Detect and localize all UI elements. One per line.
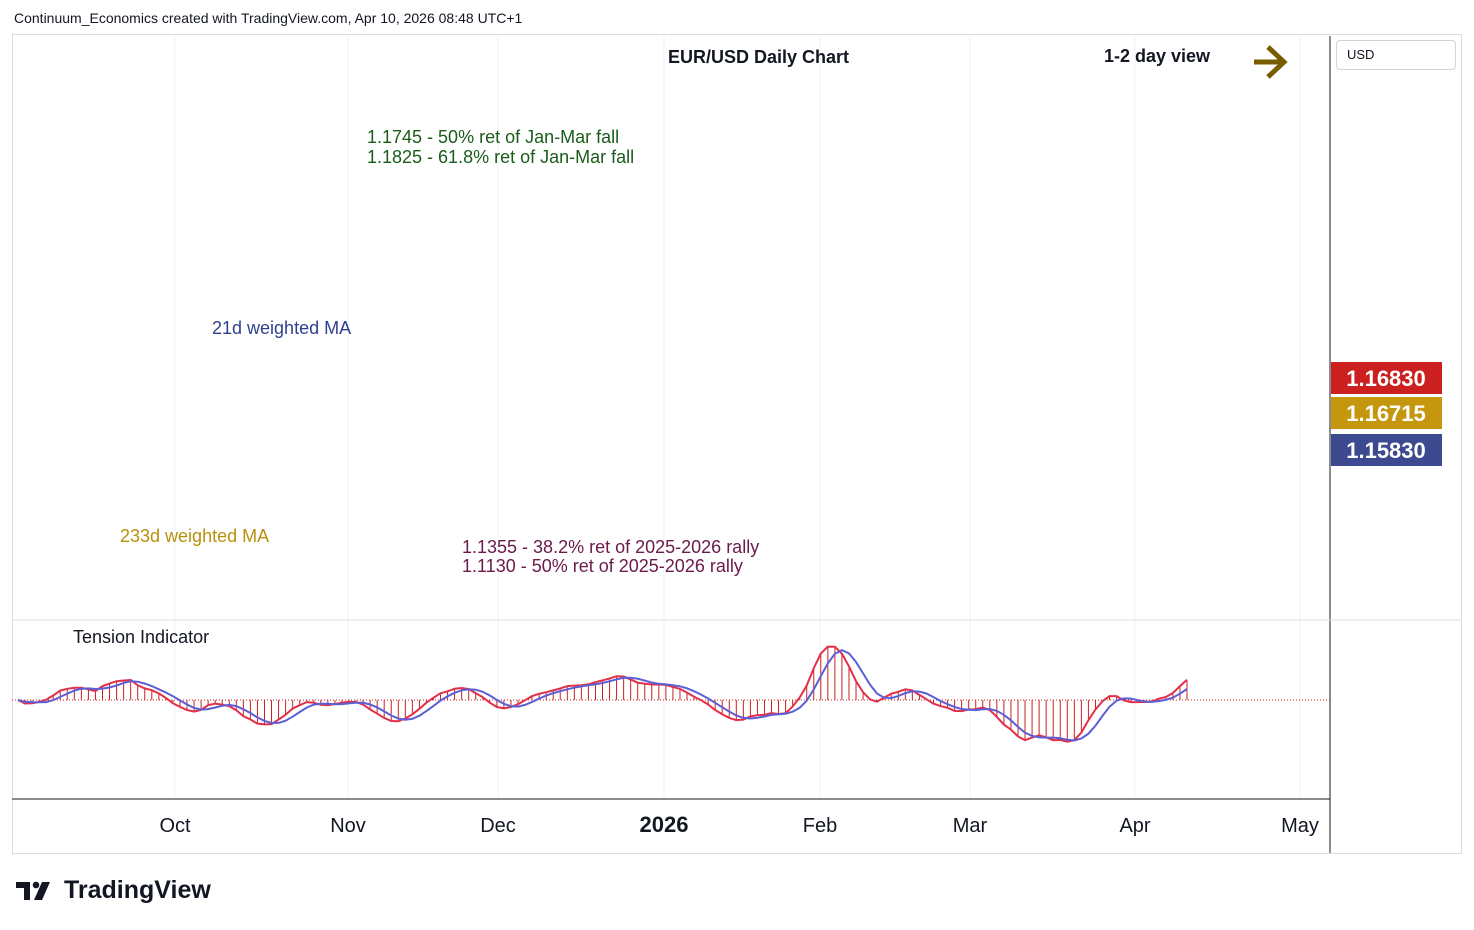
currency-button[interactable]: USD — [1336, 40, 1456, 70]
chart-frame — [12, 34, 1462, 854]
tradingview-logo-icon — [16, 881, 50, 900]
logo-text: TradingView — [64, 876, 211, 904]
chart-attribution: Continuum_Economics created with Trading… — [14, 10, 523, 26]
tradingview-logo: TradingView — [16, 876, 211, 905]
